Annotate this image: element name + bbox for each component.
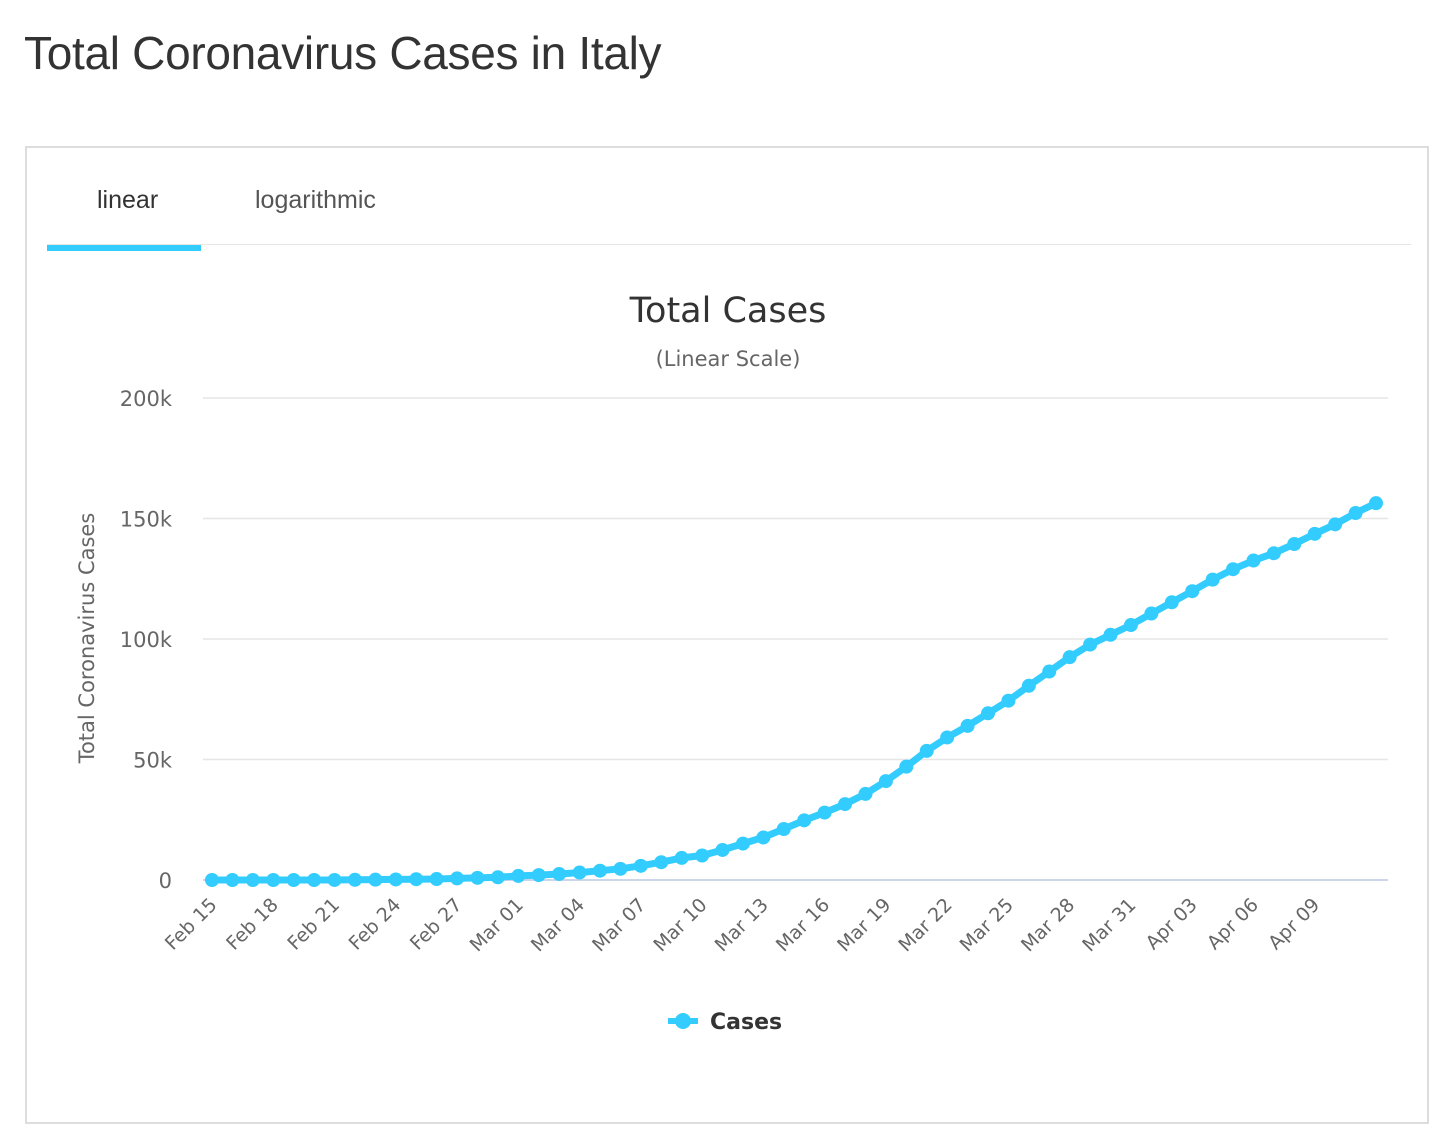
scale-tabs: linear logarithmic bbox=[47, 148, 1411, 251]
legend-marker-swatch bbox=[675, 1013, 691, 1029]
tab-linear[interactable]: linear bbox=[97, 186, 159, 214]
chart-panel: linear logarithmic bbox=[25, 146, 1429, 1124]
active-tab-indicator bbox=[47, 245, 201, 251]
legend-item-cases[interactable]: Cases bbox=[710, 1010, 782, 1035]
tab-logarithmic[interactable]: logarithmic bbox=[255, 186, 376, 214]
page-title: Total Coronavirus Cases in Italy bbox=[24, 27, 662, 79]
legend[interactable]: Cases bbox=[668, 1010, 782, 1035]
